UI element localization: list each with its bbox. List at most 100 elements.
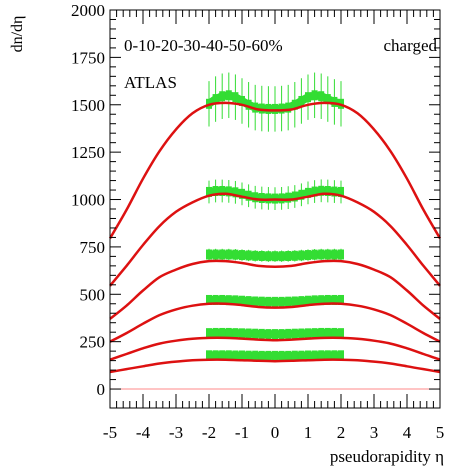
data-point xyxy=(285,328,292,339)
data-point xyxy=(331,249,338,260)
data-point xyxy=(298,250,305,261)
data-point xyxy=(239,188,245,199)
data-point xyxy=(311,328,318,339)
data-point xyxy=(245,190,252,201)
data-point xyxy=(305,295,311,306)
data-point xyxy=(305,250,311,261)
data-point xyxy=(285,296,292,307)
data-point xyxy=(291,191,298,202)
data-point xyxy=(318,295,325,306)
data-point xyxy=(265,251,272,262)
data-point xyxy=(305,92,311,103)
data-point xyxy=(232,328,239,339)
data-point xyxy=(298,296,305,307)
x-tick-label: 1 xyxy=(304,423,313,442)
x-tick-label: -4 xyxy=(136,423,151,442)
data-point xyxy=(225,186,232,197)
y-tick-label: 500 xyxy=(80,285,106,304)
data-point xyxy=(311,186,318,197)
x-tick-label: 3 xyxy=(370,423,379,442)
data-point xyxy=(225,249,232,260)
data-point xyxy=(338,350,344,361)
x-tick-label: 0 xyxy=(271,423,280,442)
y-tick-label: 2000 xyxy=(71,1,105,20)
data-point xyxy=(225,327,232,338)
data-series-4 xyxy=(206,327,344,340)
y-tick-label: 750 xyxy=(80,238,106,257)
data-point xyxy=(206,294,212,305)
data-point xyxy=(265,329,272,340)
data-point xyxy=(331,294,338,305)
data-point xyxy=(219,350,226,361)
data-point xyxy=(265,350,272,361)
y-tick-label: 250 xyxy=(80,333,106,352)
data-point xyxy=(318,185,325,196)
data-point xyxy=(232,187,239,198)
data-point xyxy=(212,185,219,196)
particles-annotation: charged xyxy=(384,36,438,55)
data-point xyxy=(291,328,298,339)
data-point xyxy=(212,249,219,260)
data-point xyxy=(232,295,239,306)
data-point xyxy=(272,329,278,340)
data-point xyxy=(258,328,265,339)
data-point xyxy=(298,189,305,200)
data-point xyxy=(245,99,252,110)
data-point xyxy=(305,328,311,339)
data-point xyxy=(324,294,331,305)
centrality-annotation: 0-10-20-30-40-50-60% xyxy=(124,36,283,55)
y-tick-label: 1000 xyxy=(71,191,105,210)
data-point xyxy=(331,327,338,338)
data-point xyxy=(206,249,212,260)
data-point xyxy=(252,328,259,339)
data-point xyxy=(291,99,298,110)
experiment-annotation: ATLAS xyxy=(124,73,177,92)
data-point xyxy=(258,103,265,114)
data-point xyxy=(291,350,298,361)
data-point xyxy=(305,350,311,361)
data-point xyxy=(219,249,226,260)
data-point xyxy=(338,294,344,305)
data-point xyxy=(278,329,285,340)
x-tick-label: -5 xyxy=(103,423,117,442)
data-point xyxy=(265,296,272,307)
data-point xyxy=(278,296,285,307)
data-point xyxy=(232,92,239,103)
data-point xyxy=(219,185,226,196)
data-point xyxy=(239,95,245,106)
data-point xyxy=(245,296,252,307)
theory-curve-0 xyxy=(108,101,442,240)
theory-curve-3 xyxy=(109,302,441,343)
data-point xyxy=(239,295,245,306)
data-point xyxy=(311,249,318,260)
data-point xyxy=(285,102,292,113)
theory-curve-1 xyxy=(109,192,441,287)
data-point xyxy=(318,91,325,102)
data-point xyxy=(324,185,331,196)
x-axis-label: pseudorapidity η xyxy=(330,447,444,466)
data-point xyxy=(212,294,219,305)
data-point xyxy=(232,249,239,260)
x-tick-label: 2 xyxy=(337,423,346,442)
data-point xyxy=(324,327,331,338)
data-point xyxy=(265,103,272,114)
chart-marks xyxy=(108,72,442,390)
data-point xyxy=(331,186,338,197)
data-point xyxy=(324,94,331,105)
data-point xyxy=(258,296,265,307)
data-point xyxy=(272,103,278,114)
data-point xyxy=(206,328,212,339)
theory-curve-4 xyxy=(109,336,441,361)
data-point xyxy=(232,350,239,361)
data-point xyxy=(285,350,292,361)
data-point xyxy=(225,350,232,361)
data-point xyxy=(278,193,285,204)
y-tick-label: 0 xyxy=(97,380,106,399)
data-point xyxy=(252,250,259,261)
data-point xyxy=(318,327,325,338)
data-point xyxy=(324,249,331,260)
data-point xyxy=(311,350,318,361)
data-point xyxy=(225,90,232,101)
